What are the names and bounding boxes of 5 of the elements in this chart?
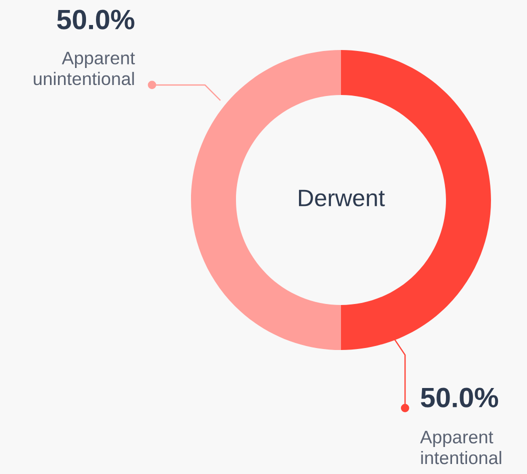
slice-label: Apparent unintentional [34,52,135,86]
legend-label: Apparent intentional [420,430,502,464]
data-label: 50.0% [57,10,134,30]
text: Derwent [298,190,385,206]
data-label: 50.0% [420,388,498,408]
